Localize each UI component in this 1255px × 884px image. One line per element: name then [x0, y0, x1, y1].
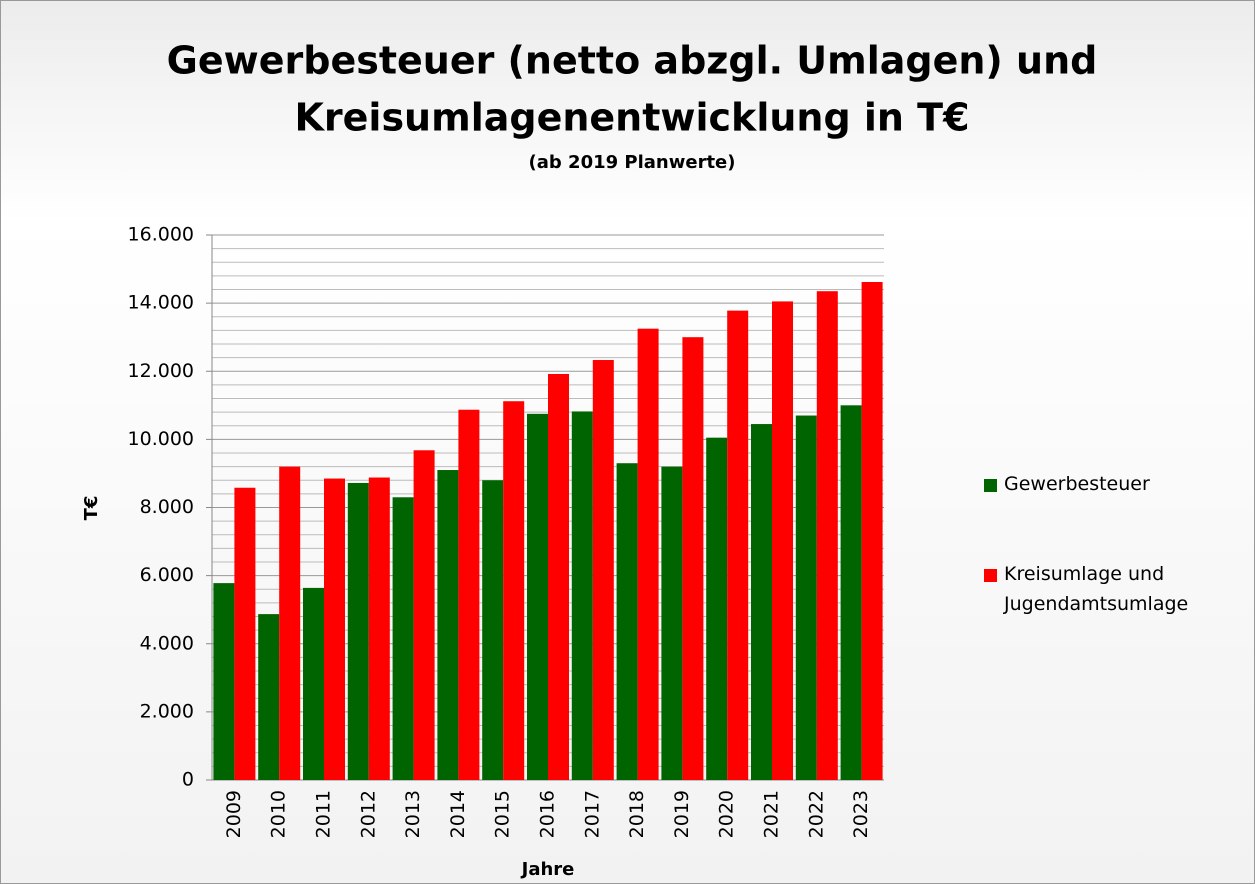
x-tick-label: 2019 — [671, 790, 693, 838]
chart-subtitle: (ab 2019 Planwerte) — [529, 152, 736, 173]
x-tick-label: 2020 — [716, 790, 738, 838]
bar — [637, 328, 659, 780]
x-axis-label: Jahre — [520, 859, 575, 880]
legend-swatch — [984, 479, 997, 492]
bar — [368, 477, 390, 780]
x-tick-label: 2023 — [850, 790, 872, 838]
bar — [258, 614, 280, 780]
x-tick-label: 2011 — [313, 790, 335, 838]
bar — [324, 478, 345, 780]
bar — [816, 291, 838, 780]
bar — [482, 480, 504, 780]
bar — [234, 487, 256, 780]
y-tick-label: 8.000 — [140, 496, 194, 518]
y-tick-label: 16.000 — [128, 224, 194, 246]
legend-label: Kreisumlage und Jugendamtsumlage — [1004, 563, 1189, 615]
bar — [437, 470, 459, 780]
bar — [347, 482, 369, 780]
x-tick-label: 2009 — [223, 790, 245, 838]
bar — [503, 401, 525, 780]
bar — [661, 466, 683, 780]
x-tick-label: 2014 — [447, 790, 469, 838]
bar — [751, 424, 772, 780]
x-tick-label: 2010 — [268, 790, 290, 838]
x-tick-label: 2017 — [581, 790, 603, 838]
x-tick-label: 2016 — [537, 790, 559, 838]
y-tick-label: 2.000 — [140, 700, 194, 722]
legend-label: Gewerbesteuer — [1004, 473, 1150, 495]
x-tick-label: 2013 — [402, 790, 424, 838]
x-tick-label: 2021 — [761, 790, 783, 838]
x-tick-label: 2012 — [357, 790, 379, 838]
y-tick-label: 10.000 — [128, 428, 194, 450]
x-tick-label: 2018 — [626, 790, 648, 838]
bar — [571, 411, 593, 780]
chart-title: Gewerbesteuer (netto abzgl. Umlagen) und — [167, 39, 1098, 83]
bar — [840, 405, 862, 780]
bar — [392, 497, 414, 780]
y-axis-label: T€ — [81, 496, 102, 521]
y-tick-label: 14.000 — [128, 292, 194, 314]
bar — [706, 437, 728, 780]
bar — [682, 337, 704, 780]
bar — [727, 310, 749, 780]
y-tick-label: 4.000 — [140, 632, 194, 654]
legend-swatch — [984, 569, 997, 582]
chart-title: Kreisumlagenentwicklung in T€ — [294, 96, 969, 140]
bar — [592, 360, 614, 780]
x-tick-label: 2015 — [492, 790, 514, 838]
bar — [772, 301, 793, 780]
bar — [795, 415, 817, 780]
y-tick-label: 12.000 — [128, 360, 194, 382]
bar — [303, 587, 324, 780]
bar — [861, 282, 883, 780]
bar — [548, 373, 569, 780]
bar — [413, 450, 435, 780]
bar — [616, 463, 638, 780]
bar — [458, 409, 480, 780]
y-tick-label: 0 — [182, 769, 194, 791]
bar — [527, 413, 548, 780]
bar — [279, 466, 301, 780]
y-tick-label: 6.000 — [140, 564, 194, 586]
bar — [213, 583, 235, 780]
x-tick-label: 2022 — [805, 790, 827, 838]
